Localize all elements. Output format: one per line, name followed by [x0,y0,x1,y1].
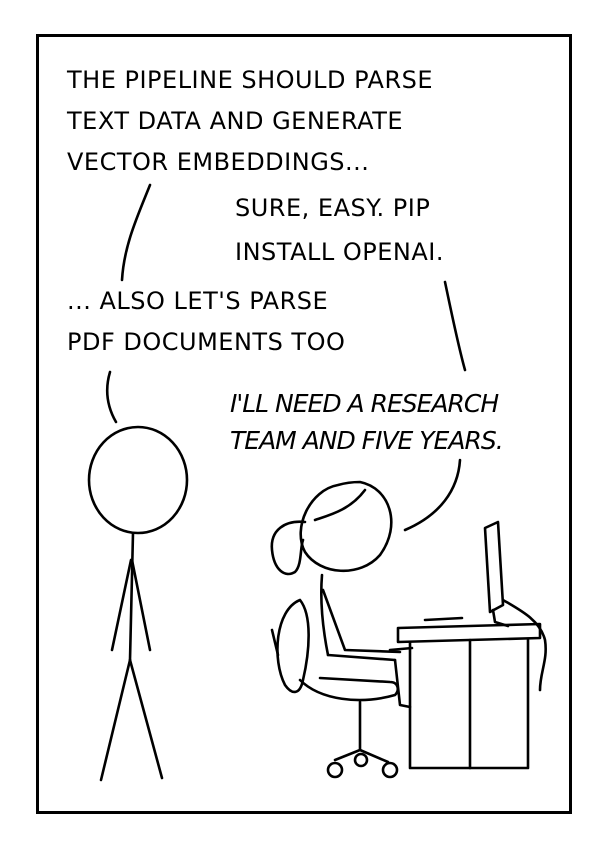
speech-manager-1-line: TEXT DATA AND GENERATE [67,107,404,135]
mouse [388,646,414,652]
chair-seat [298,676,400,702]
seated-figure-torso [319,573,330,657]
monitor-screen [483,520,505,614]
standing-figure-right-leg [128,658,164,780]
speech-developer-2-line: I'LL NEED A RESEARCH [230,389,499,418]
chair-base [333,748,390,764]
standing-figure-left-leg [99,658,132,782]
seated-figure-shin [393,658,412,709]
speech-tail-manager-1 [120,183,152,282]
speech-manager-1-line: VECTOR EMBEDDINGS... [67,148,370,176]
seated-figure-thigh [326,653,397,662]
monitor-stand [491,608,510,628]
speech-tail-developer-1 [443,280,467,372]
speech-developer-1-line: SURE, EASY. PIP [235,194,431,222]
speech-manager-2: ... ALSO LET'S PARSE PDF DOCUMENTS TOO [67,281,345,363]
standing-figure-head [87,425,189,535]
office-chair [270,598,400,779]
speech-tail-manager-2 [105,370,118,424]
speech-tail-developer-2 [403,458,462,532]
desk-top [396,622,542,644]
speech-manager-1: THE PIPELINE SHOULD PARSE TEXT DATA AND … [67,60,433,183]
chair-back [276,598,310,694]
chair-wheel-right [381,761,399,779]
standing-figure-left-arm [110,558,133,652]
speech-developer-1-line: INSTALL OPENAI. [235,238,444,266]
chair-wheel-mid [353,752,369,768]
chair-wheel-left [326,761,344,779]
seated-figure-head [299,480,393,573]
speech-developer-2-line: TEAM AND FIVE YEARS. [230,426,504,455]
seated-figure-hair [313,488,367,522]
speech-manager-2-line: ... ALSO LET'S PARSE [67,287,329,315]
speech-developer-1: SURE, EASY. PIP INSTALL OPENAI. [235,186,444,274]
standing-figure-right-arm [130,558,152,652]
seated-figure-arm [321,588,402,654]
keyboard [423,616,464,622]
computer-monitor [483,520,547,692]
chair-armrest [270,628,280,657]
speech-manager-2-line: PDF DOCUMENTS TOO [67,328,346,356]
standing-figure [87,425,189,782]
speech-developer-2: I'LL NEED A RESEARCH TEAM AND FIVE YEARS… [230,385,504,459]
seated-figure-ponytail [270,520,307,576]
seated-figure [270,480,412,709]
speech-manager-1-line: THE PIPELINE SHOULD PARSE [67,66,434,94]
standing-figure-torso [128,531,135,662]
desk [388,616,542,770]
monitor-cable [501,598,547,692]
